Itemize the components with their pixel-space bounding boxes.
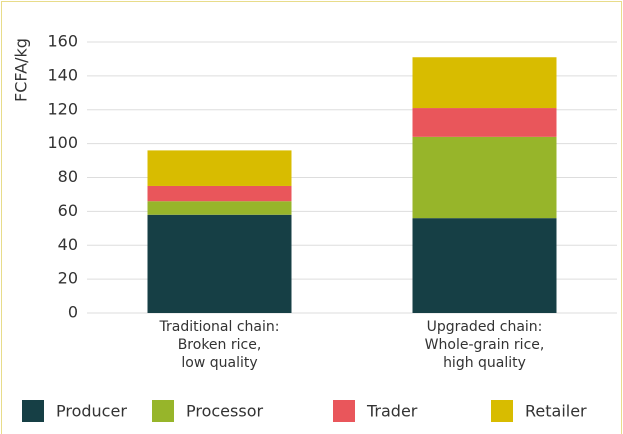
legend-label: Processor: [186, 402, 263, 421]
bar-segment: [147, 185, 292, 202]
y-tick-label: 80: [58, 167, 78, 186]
legend-label: Producer: [56, 402, 127, 421]
y-tick-label: 60: [58, 201, 78, 220]
bar-segment: [412, 108, 557, 137]
legend-swatch: [333, 400, 355, 422]
y-tick-label: 0: [68, 303, 78, 322]
y-axis-label: FCFA/kg: [12, 38, 31, 102]
legend-swatch: [491, 400, 513, 422]
x-tick-label: Upgraded chain: Whole-grain rice, high qua…: [425, 319, 545, 371]
legend-label: Trader: [366, 402, 418, 421]
y-tick-label: 140: [47, 65, 78, 84]
bar-segment: [412, 57, 557, 109]
legend-swatch: [152, 400, 174, 422]
legend-swatch: [22, 400, 44, 422]
x-tick-label: Traditional chain: Broken rice, low qualit…: [159, 319, 280, 371]
y-tick-label: 120: [47, 99, 78, 118]
bar-segment: [412, 136, 557, 219]
bar-segment: [412, 218, 557, 313]
y-tick-label: 40: [58, 235, 78, 254]
y-tick-label: 100: [47, 133, 78, 152]
bar-segment: [147, 150, 292, 186]
legend-label: Retailer: [525, 402, 587, 421]
y-tick-label: 160: [47, 32, 78, 51]
y-tick-label: 20: [58, 269, 78, 288]
bar-segment: [147, 214, 292, 313]
bar-segment: [147, 201, 292, 215]
